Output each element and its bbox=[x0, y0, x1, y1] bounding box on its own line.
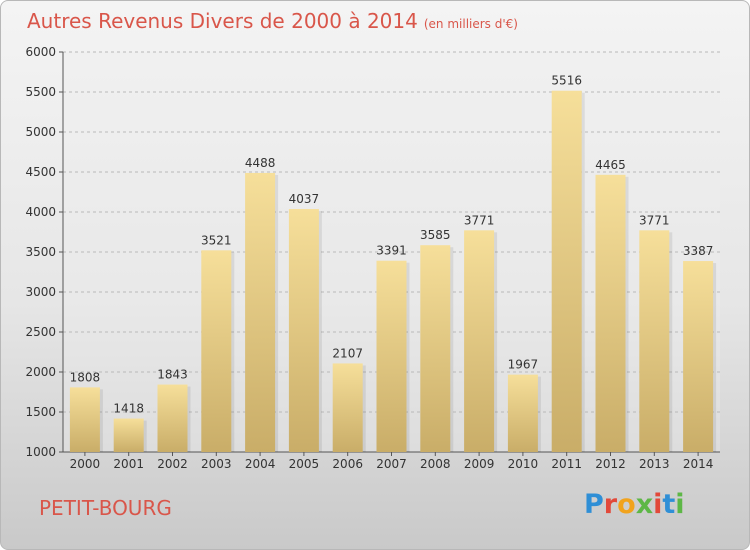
commune-name: PETIT-BOURG bbox=[39, 496, 172, 520]
x-tick-label: 2003 bbox=[201, 457, 232, 471]
logo-letter: t bbox=[662, 489, 676, 520]
y-tick-label: 4000 bbox=[25, 205, 56, 219]
bar bbox=[420, 245, 451, 452]
x-tick-label: 2008 bbox=[420, 457, 451, 471]
bar-value-label: 3387 bbox=[683, 244, 714, 258]
x-tick-label: 2002 bbox=[157, 457, 188, 471]
bar-value-label: 1418 bbox=[113, 402, 144, 416]
y-tick-label: 3000 bbox=[25, 285, 56, 299]
chart-unit: (en milliers d'€) bbox=[423, 17, 518, 31]
x-tick-label: 2006 bbox=[332, 457, 363, 471]
x-tick-label: 2001 bbox=[113, 457, 144, 471]
y-tick-label: 4500 bbox=[25, 165, 56, 179]
x-tick-label: 2014 bbox=[683, 457, 714, 471]
logo-letter: o bbox=[617, 489, 636, 520]
x-tick-label: 2010 bbox=[508, 457, 539, 471]
logo-letter: i bbox=[653, 489, 663, 520]
y-tick-label: 2000 bbox=[25, 365, 56, 379]
x-tick-label: 2000 bbox=[70, 457, 101, 471]
bar-value-label: 1808 bbox=[70, 370, 101, 384]
bar-value-label: 1843 bbox=[157, 368, 188, 382]
x-tick-label: 2009 bbox=[464, 457, 495, 471]
bar bbox=[376, 260, 407, 452]
logo-letter: P bbox=[584, 489, 604, 520]
bar bbox=[332, 363, 363, 452]
bar-value-label: 4465 bbox=[595, 158, 626, 172]
chart-title: Autres Revenus Divers de 2000 à 2014 bbox=[27, 9, 418, 33]
bar-value-label: 3585 bbox=[420, 228, 451, 242]
bar-value-label: 5516 bbox=[551, 74, 582, 88]
y-tick-label: 6000 bbox=[25, 45, 56, 59]
x-tick-label: 2005 bbox=[289, 457, 320, 471]
y-tick-label: 1500 bbox=[25, 405, 56, 419]
bar bbox=[288, 209, 319, 452]
bar-value-label: 3391 bbox=[376, 244, 407, 258]
bar-value-label: 4488 bbox=[245, 156, 276, 170]
bar-value-label: 3521 bbox=[201, 233, 232, 247]
bar-value-label: 1967 bbox=[508, 358, 539, 372]
y-tick-label: 5000 bbox=[25, 125, 56, 139]
x-tick-label: 2012 bbox=[595, 457, 626, 471]
bar bbox=[201, 250, 232, 452]
chart-header: Autres Revenus Divers de 2000 à 2014 (en … bbox=[27, 9, 518, 33]
bar bbox=[595, 174, 626, 453]
y-tick-label: 2500 bbox=[25, 325, 56, 339]
bar bbox=[464, 230, 495, 452]
bar bbox=[551, 90, 582, 452]
x-tick-label: 2011 bbox=[551, 457, 582, 471]
bar-value-label: 2107 bbox=[332, 346, 363, 360]
bar bbox=[639, 230, 670, 452]
x-tick-label: 2007 bbox=[376, 457, 407, 471]
bar bbox=[157, 384, 188, 452]
y-tick-label: 3500 bbox=[25, 245, 56, 259]
bar bbox=[683, 261, 714, 452]
logo-letter: i bbox=[675, 489, 685, 520]
proxiti-logo: Proxiti bbox=[584, 489, 685, 520]
logo-letter: x bbox=[635, 489, 654, 520]
logo-letter: r bbox=[603, 489, 618, 520]
y-tick-label: 5500 bbox=[25, 85, 56, 99]
x-tick-label: 2013 bbox=[639, 457, 670, 471]
y-tick-label: 1000 bbox=[25, 445, 56, 459]
x-tick-label: 2004 bbox=[245, 457, 276, 471]
bar-value-label: 3771 bbox=[639, 213, 670, 227]
bar bbox=[113, 418, 144, 452]
bar bbox=[69, 387, 100, 452]
bar-value-label: 4037 bbox=[289, 192, 320, 206]
bar bbox=[245, 172, 276, 452]
bar-value-label: 3771 bbox=[464, 213, 495, 227]
bar bbox=[507, 374, 538, 452]
